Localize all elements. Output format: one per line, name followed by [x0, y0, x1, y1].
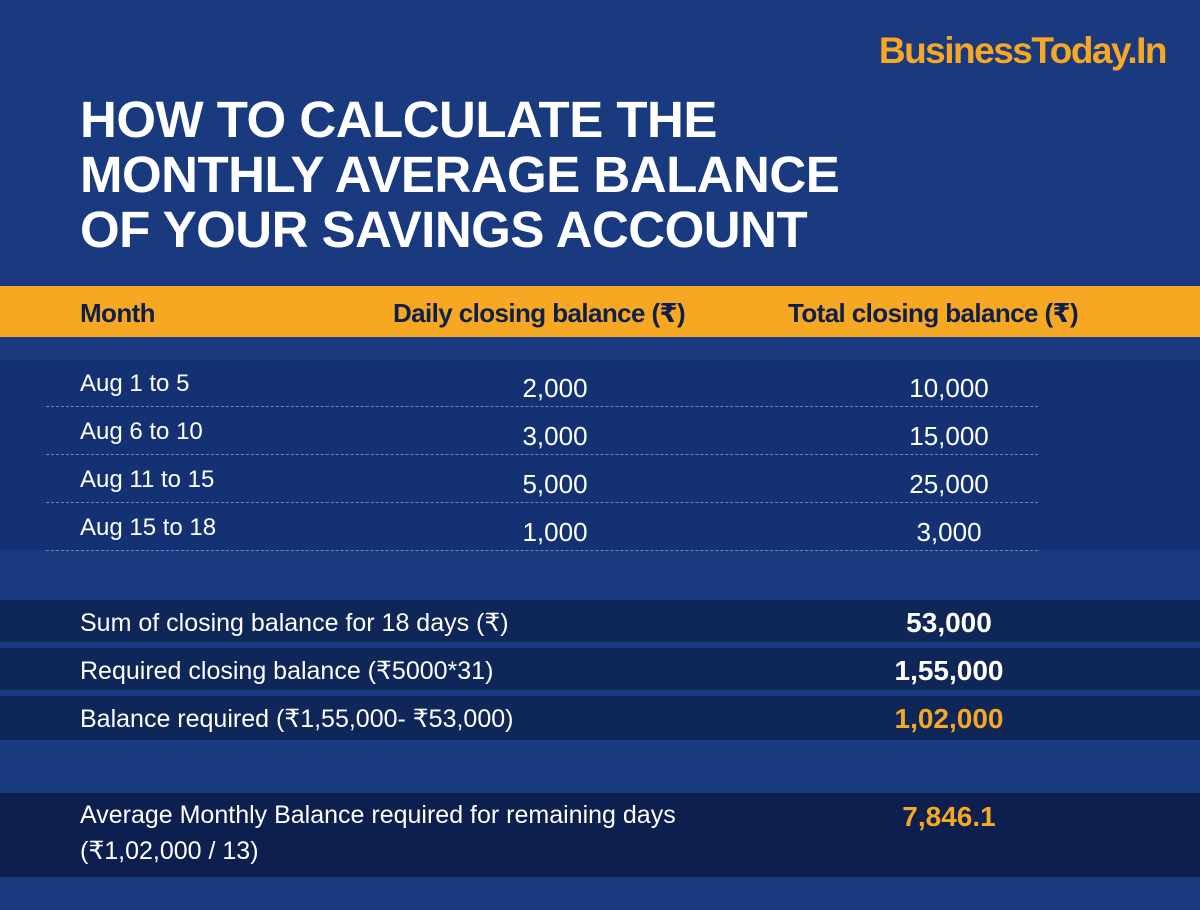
header-total-closing: Total closing balance (₹): [788, 298, 1079, 328]
table-row: Aug 1 to 5 2,000 10,000: [0, 360, 1200, 408]
table-row: Aug 15 to 18 1,000 3,000: [0, 504, 1200, 552]
title-line-3: OF YOUR SAVINGS ACCOUNT: [80, 201, 808, 258]
average-row: Average Monthly Balance required for rem…: [0, 793, 1200, 877]
summary-row-sum: Sum of closing balance for 18 days (₹) 5…: [0, 600, 1200, 642]
row-divider: [46, 406, 1038, 407]
summary-label: Balance required (₹1,55,000- ₹53,000): [80, 705, 514, 733]
summary-value-highlight: 1,02,000: [894, 703, 1004, 734]
average-label-line1: Average Monthly Balance required for rem…: [80, 801, 676, 829]
summary-value: 53,000: [906, 607, 992, 638]
row-month: Aug 11 to 15: [80, 466, 215, 493]
row-daily: 2,000: [522, 373, 588, 403]
summary-row-required: Required closing balance (₹5000*31) 1,55…: [0, 648, 1200, 690]
table-body: [0, 360, 1200, 550]
average-value: 7,846.1: [902, 801, 996, 832]
row-month: Aug 6 to 10: [80, 418, 203, 445]
row-daily: 3,000: [522, 421, 588, 451]
summary-label: Required closing balance (₹5000*31): [80, 657, 494, 685]
table-header: Month Daily closing balance (₹) Total cl…: [0, 286, 1200, 337]
row-daily: 5,000: [522, 469, 588, 499]
header-month: Month: [80, 298, 156, 328]
row-divider: [46, 550, 1038, 551]
page-title: HOW TO CALCULATE THE MONTHLY AVERAGE BAL…: [80, 91, 840, 258]
table-row: Aug 6 to 10 3,000 15,000: [0, 408, 1200, 456]
title-line-1: HOW TO CALCULATE THE: [80, 91, 717, 148]
row-total: 15,000: [909, 421, 989, 451]
summary-row-balance: Balance required (₹1,55,000- ₹53,000) 1,…: [0, 696, 1200, 740]
summary-label: Sum of closing balance for 18 days (₹): [80, 609, 509, 637]
row-total: 25,000: [909, 469, 989, 499]
row-divider: [46, 502, 1038, 503]
row-total: 10,000: [909, 373, 989, 403]
row-month: Aug 15 to 18: [80, 514, 217, 541]
table-row: Aug 11 to 15 5,000 25,000: [0, 456, 1200, 504]
brand-logo: BusinessToday.In: [878, 30, 1168, 71]
title-line-2: MONTHLY AVERAGE BALANCE: [80, 146, 840, 203]
row-daily: 1,000: [522, 517, 588, 547]
row-month: Aug 1 to 5: [80, 370, 190, 397]
summary-value: 1,55,000: [894, 655, 1004, 686]
row-divider: [46, 454, 1038, 455]
row-total: 3,000: [916, 517, 982, 547]
header-daily-closing: Daily closing balance (₹): [393, 298, 686, 328]
average-label-line2: (₹1,02,000 / 13): [80, 837, 259, 865]
